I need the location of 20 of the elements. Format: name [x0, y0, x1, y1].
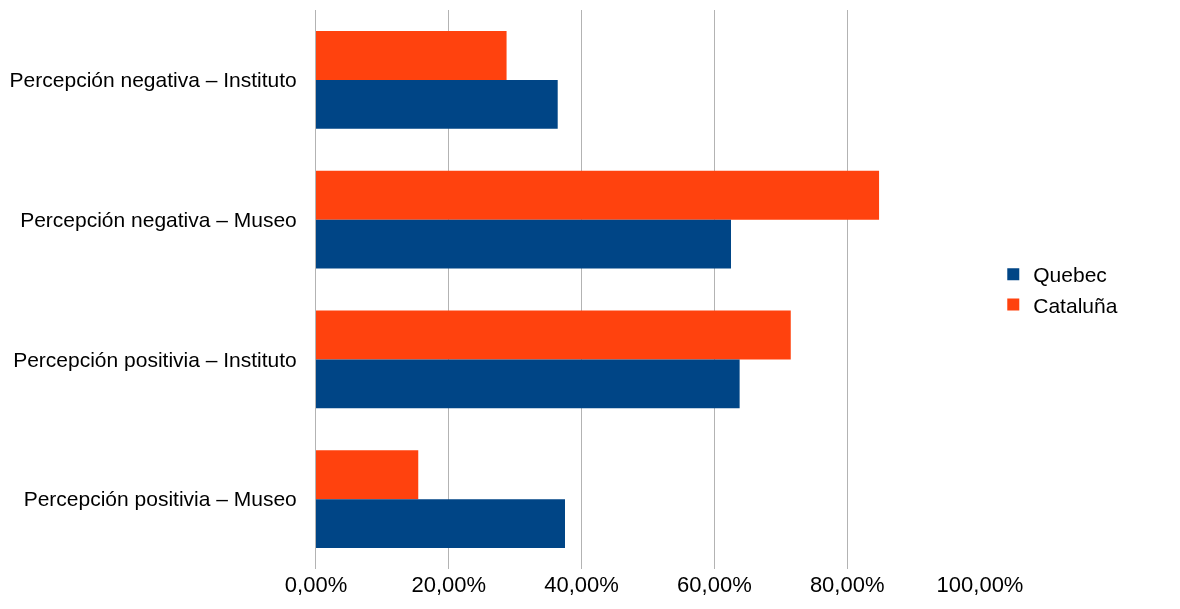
- bar: [316, 310, 791, 360]
- x-tick-label: 20,00%: [411, 572, 487, 597]
- y-tick-label: Percepción positivia – Instituto: [13, 347, 297, 371]
- bar: [316, 79, 558, 129]
- x-tick-label: 80,00%: [809, 572, 885, 597]
- bar: [316, 219, 731, 269]
- bar: [316, 359, 740, 409]
- x-tick-label: 40,00%: [544, 572, 619, 597]
- legend-label: Cataluña: [1033, 293, 1118, 317]
- y-tick-label: Percepción negativa – Instituto: [9, 68, 297, 92]
- bar: [316, 450, 419, 500]
- bar: [316, 170, 880, 220]
- y-tick-label: Percepción negativa – Museo: [20, 207, 297, 231]
- x-tick-label: 0,00%: [284, 572, 348, 597]
- x-tick-label: 100,00%: [936, 572, 1024, 597]
- y-tick-label: Percepción positivia – Museo: [23, 487, 297, 511]
- bar: [316, 30, 507, 80]
- legend-label: Quebec: [1033, 263, 1107, 287]
- x-tick-label: 60,00%: [677, 572, 752, 597]
- bar: [316, 499, 565, 549]
